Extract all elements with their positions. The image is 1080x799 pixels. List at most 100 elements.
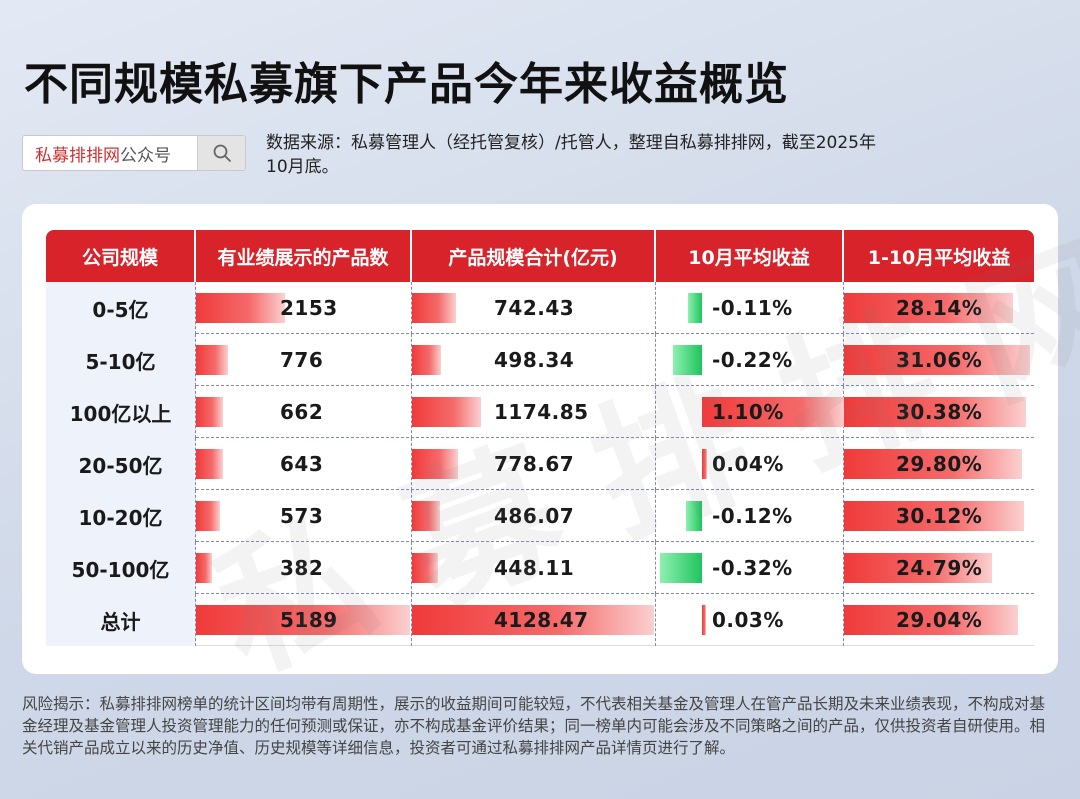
aum-cell: 1174.85 (412, 386, 656, 438)
table-row: 总计 5189 4128.47 0.03% 29.04% (46, 594, 1034, 646)
oct-return-value: -0.22% (712, 348, 793, 372)
table-row: 20-50亿 643 778.67 0.04% 29.80% (46, 438, 1034, 490)
count-cell: 573 (196, 490, 412, 542)
col-header-oct-return: 10月平均收益 (656, 230, 844, 282)
scale-cell: 5-10亿 (46, 334, 196, 386)
aum-value: 1174.85 (494, 400, 589, 424)
count-cell: 662 (196, 386, 412, 438)
aum-cell: 498.34 (412, 334, 656, 386)
count-bar (196, 605, 410, 635)
scale-cell: 10-20亿 (46, 490, 196, 542)
oct-return-cell: -0.12% (656, 490, 844, 542)
count-value: 643 (280, 452, 324, 476)
count-cell: 2153 (196, 282, 412, 334)
count-bar (196, 553, 212, 583)
count-value: 5189 (280, 608, 338, 632)
scale-cell: 0-5亿 (46, 282, 196, 334)
count-cell: 776 (196, 334, 412, 386)
oct-return-cell: 0.03% (656, 594, 844, 646)
table-row: 10-20亿 573 486.07 -0.12% 30.12% (46, 490, 1034, 542)
aum-bar (412, 501, 441, 531)
aum-value: 448.11 (494, 556, 575, 580)
ytd-return-cell: 28.14% (844, 282, 1034, 334)
oct-return-cell: 0.04% (656, 438, 844, 490)
aum-value: 4128.47 (494, 608, 589, 632)
ytd-return-cell: 29.04% (844, 594, 1034, 646)
aum-bar (412, 449, 458, 479)
oct-return-bar (673, 345, 702, 375)
search-button[interactable] (197, 136, 245, 170)
aum-bar (412, 293, 456, 323)
ytd-return-value: 31.06% (896, 348, 983, 372)
aum-value: 498.34 (494, 348, 575, 372)
ytd-return-cell: 29.80% (844, 438, 1034, 490)
page-title: 不同规模私募旗下产品今年来收益概览 (24, 59, 789, 110)
oct-return-cell: 1.10% (656, 386, 845, 438)
count-value: 573 (280, 504, 324, 528)
table-row: 50-100亿 382 448.11 -0.32% 24.79% (46, 542, 1034, 594)
count-bar (196, 345, 228, 375)
count-value: 382 (280, 556, 324, 580)
search-suffix: 公众号 (120, 145, 171, 166)
aum-bar (412, 605, 654, 635)
ytd-return-value: 28.14% (896, 296, 983, 320)
ytd-return-cell: 30.12% (844, 490, 1034, 542)
count-value: 662 (280, 400, 324, 424)
oct-return-value: -0.32% (712, 556, 793, 580)
scale-cell: 100亿以上 (46, 386, 196, 438)
search-icon (213, 144, 231, 162)
table-row: 5-10亿 776 498.34 -0.22% 31.06% (46, 334, 1034, 386)
ytd-return-value: 29.04% (896, 608, 983, 632)
ytd-return-bar (844, 501, 1025, 531)
table-row: 0-5亿 2153 742.43 -0.11% 28.14% (46, 282, 1034, 334)
oct-return-cell: -0.22% (656, 334, 844, 386)
aum-cell: 486.07 (412, 490, 656, 542)
table-body: 0-5亿 2153 742.43 -0.11% 28.14% 5-10亿 776 498.34… (46, 282, 1034, 646)
ytd-return-value: 30.12% (896, 504, 983, 528)
search-text[interactable]: 私募排排网 公众号 (23, 136, 197, 170)
aum-cell: 778.67 (412, 438, 656, 490)
oct-return-bar (687, 293, 702, 323)
search-box[interactable]: 私募排排网 公众号 (22, 135, 246, 171)
ytd-return-cell: 24.79% (844, 542, 1034, 594)
col-header-scale: 公司规模 (46, 230, 196, 282)
oct-return-value: -0.11% (712, 296, 793, 320)
aum-bar (412, 553, 439, 583)
aum-cell: 4128.47 (412, 594, 656, 646)
aum-cell: 742.43 (412, 282, 656, 334)
oct-return-value: 0.04% (712, 452, 784, 476)
aum-value: 486.07 (494, 504, 575, 528)
table-header: 公司规模 有业绩展示的产品数 产品规模合计(亿元) 10月平均收益 1-10月平… (46, 230, 1034, 282)
scale-cell: 50-100亿 (46, 542, 196, 594)
count-value: 776 (280, 348, 324, 372)
oct-return-bar (702, 449, 708, 479)
oct-return-cell: -0.32% (656, 542, 844, 594)
count-cell: 5189 (196, 594, 412, 646)
ytd-return-cell: 30.38% (844, 386, 1034, 438)
risk-disclaimer: 风险揭示：私募排排网榜单的统计区间均带有周期性，展示的收益期间可能较短，不代表相… (22, 695, 1046, 757)
data-source-note: 数据来源：私募管理人（经托管复核）/托管人，整理自私募排排网，截至2025年10… (266, 133, 876, 177)
ytd-return-bar (844, 553, 993, 583)
col-header-ytd-return: 1-10月平均收益 (844, 230, 1034, 282)
ytd-return-bar (844, 449, 1023, 479)
oct-return-value: 0.03% (712, 608, 784, 632)
count-bar (196, 397, 224, 427)
count-bar (196, 501, 220, 531)
oct-return-bar (702, 397, 845, 427)
oct-return-value: -0.12% (712, 504, 793, 528)
count-bar (196, 449, 223, 479)
aum-bar (412, 345, 442, 375)
ytd-return-value: 30.38% (896, 400, 983, 424)
ytd-return-bar (844, 397, 1026, 427)
count-cell: 382 (196, 542, 412, 594)
oct-return-bar (702, 605, 706, 635)
ytd-return-cell: 31.06% (844, 334, 1034, 386)
aum-bar (412, 397, 481, 427)
oct-return-value: 1.10% (712, 400, 784, 424)
col-header-aum: 产品规模合计(亿元) (412, 230, 656, 282)
scale-cell: 总计 (46, 594, 196, 646)
oct-return-bar (686, 501, 702, 531)
ytd-return-bar (844, 293, 1013, 323)
oct-return-cell: -0.11% (656, 282, 844, 334)
count-cell: 643 (196, 438, 412, 490)
